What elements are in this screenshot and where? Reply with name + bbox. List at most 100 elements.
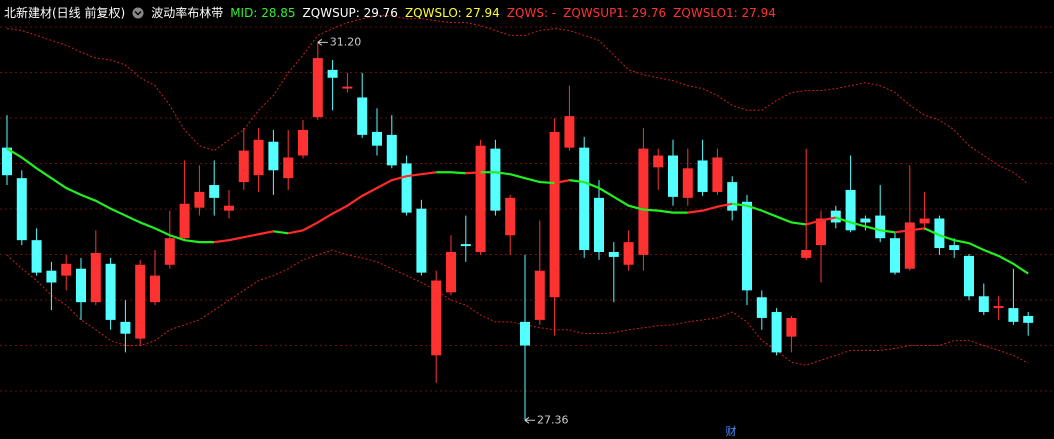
mid-line xyxy=(924,227,1029,275)
candle-body xyxy=(653,155,664,168)
indicator-value: ZQWSUP: 29.76 xyxy=(302,6,398,20)
candle-body xyxy=(120,321,131,334)
candle-body xyxy=(342,86,353,89)
candle-body xyxy=(771,312,782,353)
mid-line xyxy=(835,216,896,234)
candle-body xyxy=(357,97,368,135)
mid-line xyxy=(480,171,555,185)
candle-body xyxy=(298,129,308,156)
candle-body xyxy=(135,264,146,339)
candle-body xyxy=(194,191,205,208)
candle-body xyxy=(2,147,12,176)
candle-body xyxy=(164,238,175,265)
event-marker: 财 xyxy=(726,424,737,438)
candle-body xyxy=(475,145,486,252)
candle-body xyxy=(890,238,900,273)
candle-body xyxy=(416,208,427,273)
candle-body xyxy=(105,263,116,320)
min-label: 27.36 xyxy=(537,413,569,426)
mid-line xyxy=(805,216,837,226)
candle-body xyxy=(564,116,575,148)
candle-body xyxy=(16,178,27,241)
candle-body xyxy=(150,275,160,303)
candle-body xyxy=(623,242,634,265)
candle-body xyxy=(253,139,264,176)
candle-body xyxy=(224,205,234,211)
indicator-name: 波动率布林带 xyxy=(151,6,224,20)
candle-body xyxy=(534,270,545,320)
candle-body xyxy=(61,263,72,276)
candle-body xyxy=(860,218,871,223)
candle-body xyxy=(816,218,826,246)
candle-body xyxy=(904,222,915,269)
indicator-value: ZQWSUP1: 29.76 xyxy=(563,6,667,20)
candle-body xyxy=(978,296,989,313)
candle-body xyxy=(919,218,930,224)
indicator-value: ZQWS: - xyxy=(506,6,557,20)
mid-line xyxy=(6,147,215,244)
mid-line xyxy=(436,171,466,175)
candle-body xyxy=(845,189,856,231)
candle-body xyxy=(431,280,442,356)
candle-body xyxy=(312,58,323,118)
candle-body xyxy=(268,141,279,171)
candle-body xyxy=(327,69,338,78)
mid-line xyxy=(554,179,570,185)
header: 北新建材(日线 前复权) 波动率布林带 MID: 28.85 ZQWSUP: 29… xyxy=(4,5,776,21)
mid-line xyxy=(465,171,481,175)
candle-body xyxy=(875,215,886,239)
candle-body xyxy=(682,168,693,198)
candle-body xyxy=(727,182,738,211)
max-label: 31.20 xyxy=(330,35,362,48)
candle-body xyxy=(460,244,471,247)
candle-body xyxy=(712,157,723,192)
mid-line xyxy=(687,202,733,214)
candle-body xyxy=(549,131,560,298)
candle-body xyxy=(934,218,945,249)
candle-body xyxy=(668,155,678,197)
candle-body xyxy=(594,197,604,252)
candle-body xyxy=(993,306,1004,309)
indicator-value: ZQWSLO: 27.94 xyxy=(404,6,500,20)
candle-body xyxy=(209,185,220,198)
band-line xyxy=(6,15,1029,185)
candle-body xyxy=(1008,308,1019,322)
candle-body xyxy=(372,131,382,146)
candle-body xyxy=(786,317,797,337)
indicator-value: MID: 28.85 xyxy=(230,6,296,20)
candle-body xyxy=(179,203,190,239)
mid-line xyxy=(287,171,437,235)
candle-body xyxy=(579,147,590,251)
candle-body xyxy=(401,163,412,213)
mid-line xyxy=(273,230,289,235)
candle-body xyxy=(238,150,249,183)
candle-body xyxy=(90,252,101,303)
candle-body xyxy=(283,157,294,179)
dropdown-icon[interactable] xyxy=(132,7,144,19)
candle-body xyxy=(46,270,57,283)
candle-body xyxy=(801,250,812,258)
indicator-value: ZQWSLO1: 27.94 xyxy=(673,6,776,20)
band-line xyxy=(6,249,1029,366)
mid-line xyxy=(214,230,274,244)
candle-body xyxy=(964,255,974,297)
candle-body xyxy=(697,160,708,192)
candle-body xyxy=(742,201,752,291)
candle-body xyxy=(76,268,86,303)
min-pointer xyxy=(524,416,535,424)
mid-line xyxy=(732,202,807,226)
candle-body xyxy=(446,251,456,293)
candle-body xyxy=(638,148,649,255)
candle-body xyxy=(1023,315,1034,323)
mid-line xyxy=(894,227,925,234)
max-pointer xyxy=(317,38,328,46)
candle-body xyxy=(490,148,501,211)
candle-body xyxy=(386,134,397,166)
candle-body xyxy=(830,210,841,223)
candle-body xyxy=(520,321,530,346)
candle-body xyxy=(505,197,516,236)
candle-body xyxy=(608,251,619,257)
candle-body xyxy=(756,297,767,318)
